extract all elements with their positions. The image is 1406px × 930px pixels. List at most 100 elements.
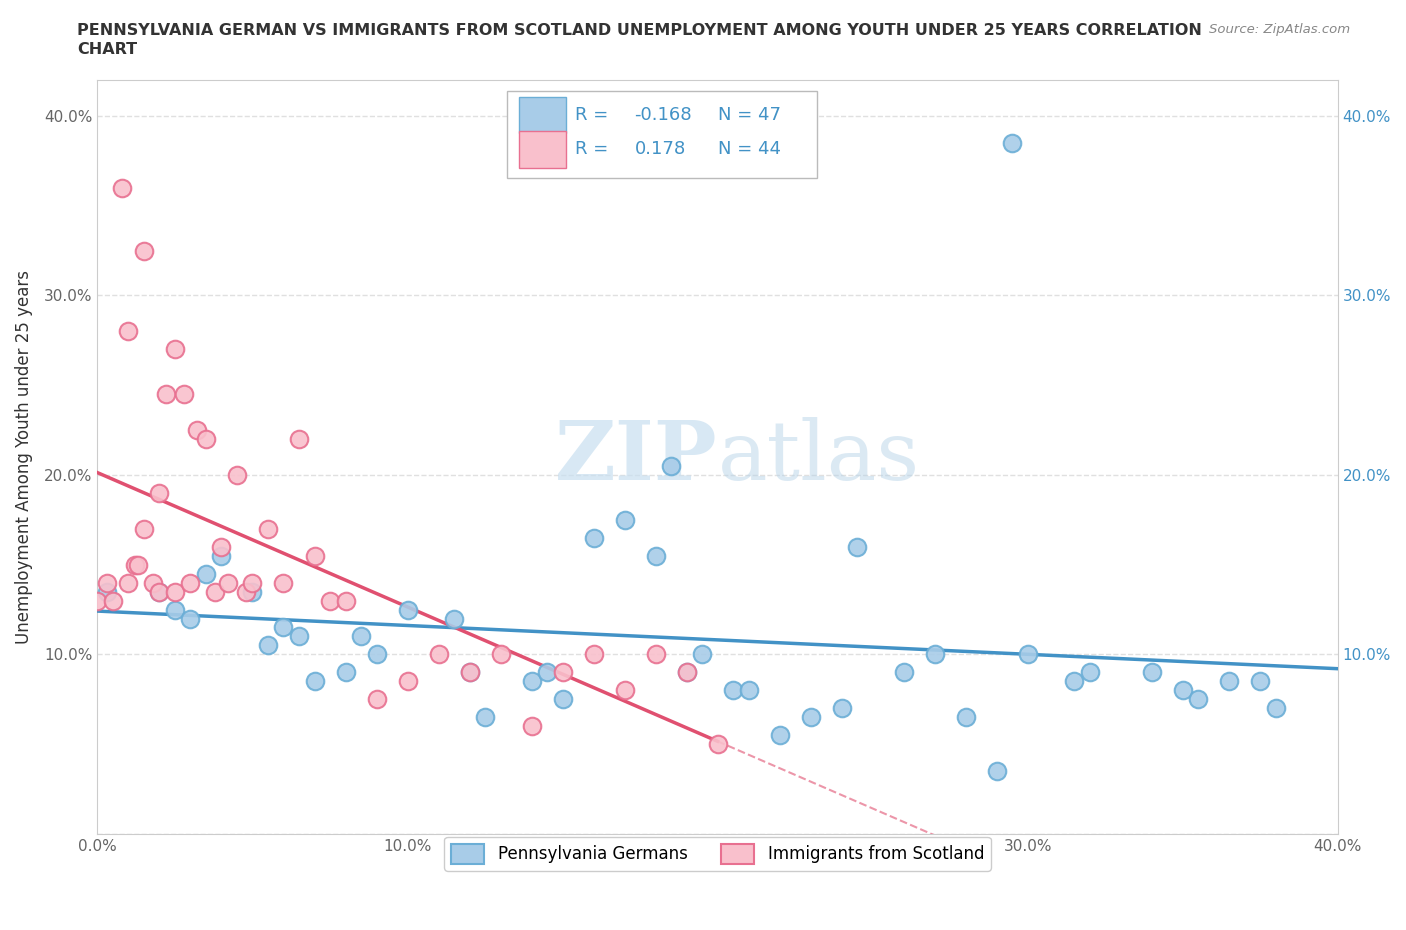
Point (111, 180, 134, 195)
Point (1249, 674, 1271, 689)
Text: R =: R = (575, 140, 609, 158)
Point (132, 243, 155, 258)
Point (226, 468, 249, 483)
Y-axis label: Unemployment Among Youth under 25 years: Unemployment Among Youth under 25 years (15, 270, 32, 644)
Point (155, 387, 177, 402)
Point (690, 647, 713, 662)
Point (520, 674, 543, 689)
Point (148, 584, 170, 599)
Point (893, 665, 915, 680)
Point (582, 530, 605, 545)
Text: -0.168: -0.168 (634, 106, 692, 124)
Text: 0.178: 0.178 (634, 140, 686, 158)
Point (1264, 701, 1286, 716)
Text: ZIP: ZIP (555, 417, 717, 497)
Point (163, 342, 186, 357)
Point (831, 701, 853, 716)
Point (924, 647, 946, 662)
Point (396, 674, 419, 689)
Point (489, 647, 512, 662)
Text: R =: R = (575, 106, 609, 124)
Point (257, 638, 280, 653)
Legend: Pennsylvania Germans, Immigrants from Scotland: Pennsylvania Germans, Immigrants from Sc… (444, 837, 991, 870)
Point (800, 710, 823, 724)
Point (163, 602, 186, 617)
Point (551, 692, 574, 707)
Point (551, 665, 574, 680)
Point (366, 647, 388, 662)
Point (319, 593, 342, 608)
Text: PENNSYLVANIA GERMAN VS IMMIGRANTS FROM SCOTLAND UNEMPLOYMENT AMONG YOUTH UNDER 2: PENNSYLVANIA GERMAN VS IMMIGRANTS FROM S… (77, 23, 1202, 38)
Point (211, 549, 233, 564)
Text: N = 47: N = 47 (717, 106, 780, 124)
Point (101, 593, 124, 608)
Point (1001, 136, 1024, 151)
Point (768, 727, 790, 742)
Point (179, 575, 201, 590)
Point (86, 593, 108, 608)
Point (288, 629, 311, 644)
Point (706, 737, 728, 751)
Point (536, 665, 558, 680)
Point (304, 674, 326, 689)
Point (1218, 674, 1240, 689)
Point (458, 665, 481, 680)
Point (443, 611, 465, 626)
Point (217, 575, 239, 590)
Point (659, 458, 682, 473)
Point (211, 539, 233, 554)
Point (1063, 674, 1085, 689)
Point (1187, 692, 1209, 707)
Point (1140, 665, 1163, 680)
Point (163, 584, 186, 599)
Point (186, 422, 208, 437)
Point (242, 584, 264, 599)
Text: atlas: atlas (717, 417, 920, 497)
Point (644, 647, 666, 662)
Point (257, 522, 280, 537)
Point (204, 584, 226, 599)
Point (1017, 647, 1039, 662)
Point (235, 584, 257, 599)
Text: CHART: CHART (77, 42, 138, 57)
Point (955, 710, 977, 724)
Point (142, 575, 165, 590)
Point (335, 665, 357, 680)
Point (675, 665, 697, 680)
Text: N = 44: N = 44 (717, 140, 780, 158)
Point (335, 593, 357, 608)
Point (427, 647, 450, 662)
Point (124, 557, 146, 572)
Point (1171, 683, 1194, 698)
Point (613, 512, 636, 527)
Point (304, 549, 326, 564)
Point (396, 602, 419, 617)
Point (675, 665, 697, 680)
FancyBboxPatch shape (506, 91, 817, 178)
Point (132, 522, 155, 537)
Point (148, 485, 170, 500)
Point (273, 620, 295, 635)
Point (195, 566, 218, 581)
Point (846, 539, 869, 554)
Point (737, 683, 759, 698)
Point (721, 683, 744, 698)
Point (148, 584, 170, 599)
Point (179, 611, 201, 626)
Point (1078, 665, 1101, 680)
Point (195, 432, 218, 446)
Point (366, 692, 388, 707)
Point (288, 432, 311, 446)
Point (520, 719, 543, 734)
FancyBboxPatch shape (519, 97, 567, 133)
Point (474, 710, 496, 724)
Point (986, 764, 1008, 778)
Point (127, 557, 149, 572)
Point (117, 575, 139, 590)
Point (350, 629, 373, 644)
Point (242, 575, 264, 590)
FancyBboxPatch shape (519, 131, 567, 167)
Point (96, 584, 118, 599)
Point (644, 549, 666, 564)
Point (582, 647, 605, 662)
